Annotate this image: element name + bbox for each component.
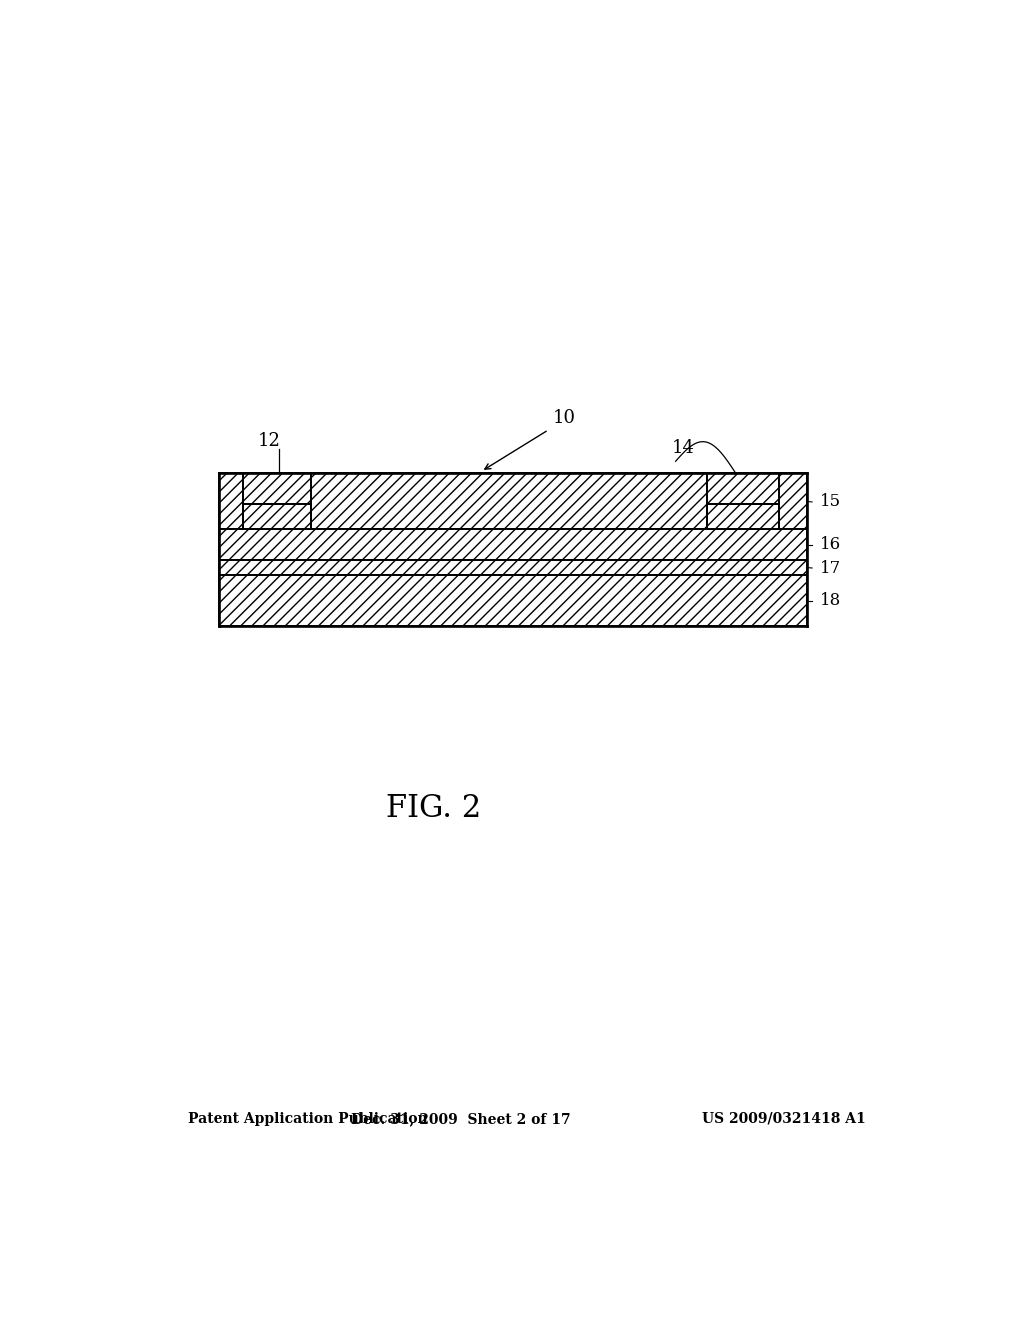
Bar	[219, 576, 807, 626]
Text: Dec. 31, 2009  Sheet 2 of 17: Dec. 31, 2009 Sheet 2 of 17	[351, 1111, 571, 1126]
Bar	[243, 504, 310, 529]
Bar	[219, 560, 807, 576]
Text: 18: 18	[820, 593, 842, 609]
Bar	[708, 504, 778, 529]
Bar	[219, 529, 807, 560]
Bar	[219, 474, 807, 529]
Text: 14: 14	[672, 440, 694, 457]
Bar	[243, 504, 310, 529]
Text: 10: 10	[553, 409, 575, 426]
Text: US 2009/0321418 A1: US 2009/0321418 A1	[702, 1111, 866, 1126]
Text: 15: 15	[820, 494, 841, 511]
Text: 16: 16	[820, 536, 841, 553]
Text: 17: 17	[820, 560, 842, 577]
Text: Patent Application Publication: Patent Application Publication	[187, 1111, 427, 1126]
Text: 12: 12	[258, 432, 281, 450]
Bar	[708, 504, 778, 529]
Text: FIG. 2: FIG. 2	[386, 793, 481, 825]
